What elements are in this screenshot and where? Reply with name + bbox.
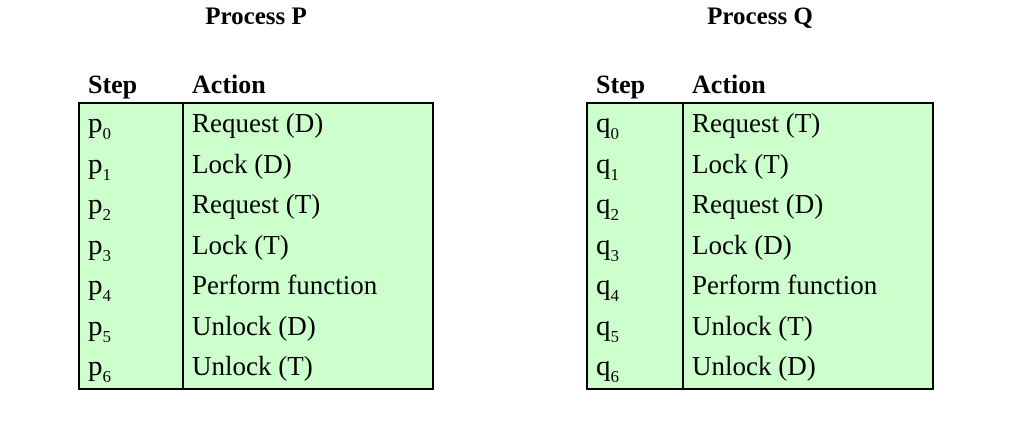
action-cell: Unlock (D) <box>192 310 316 341</box>
step-subscript: 4 <box>610 286 620 305</box>
process-p-row: p5 Unlock (D) <box>80 307 432 348</box>
action-cell: Request (T) <box>692 108 821 138</box>
process-q-column-divider <box>682 104 684 388</box>
step-cell: q0 <box>596 104 619 142</box>
action-cell: Unlock (D) <box>692 351 816 381</box>
step-cell: p3 <box>88 226 111 264</box>
process-p-step-header: Step <box>88 70 138 99</box>
process-q-row: q0 Request (T) <box>588 104 932 145</box>
step-letter: p <box>88 188 103 220</box>
step-subscript: 2 <box>610 205 620 224</box>
step-subscript: 5 <box>610 326 620 346</box>
step-letter: q <box>596 228 611 261</box>
process-p-row: p1 Lock (D) <box>80 145 432 186</box>
step-subscript: 0 <box>610 124 620 143</box>
process-q-row: q3 Lock (D) <box>588 226 932 267</box>
action-cell: Request (D) <box>692 189 824 219</box>
step-subscript: 2 <box>102 205 112 224</box>
step-letter: p <box>88 309 103 342</box>
process-p-column-divider <box>182 104 184 388</box>
process-q-table: q0 Request (T) q1 Lock (T) q2 Request (D… <box>586 102 934 390</box>
step-cell: p4 <box>88 266 111 304</box>
step-subscript: 0 <box>102 124 112 143</box>
step-cell: q5 <box>596 307 619 345</box>
step-letter: p <box>88 147 103 180</box>
action-cell: Lock (T) <box>192 229 289 260</box>
process-q-row: q2 Request (D) <box>588 185 932 226</box>
action-cell: Request (D) <box>192 108 324 138</box>
action-cell: Lock (T) <box>692 148 789 179</box>
step-subscript: 3 <box>610 245 620 265</box>
step-letter: q <box>596 309 611 342</box>
process-q-action-header: Action <box>692 70 766 99</box>
process-p-row: p6 Unlock (T) <box>80 347 432 388</box>
process-q-row: q1 Lock (T) <box>588 145 932 186</box>
action-cell: Unlock (T) <box>692 310 813 341</box>
action-cell: Perform function <box>692 270 878 300</box>
step-letter: p <box>88 269 103 301</box>
process-p-row: p3 Lock (T) <box>80 226 432 267</box>
step-letter: q <box>596 350 611 382</box>
process-p-row: p2 Request (T) <box>80 185 432 226</box>
process-q-row: q6 Unlock (D) <box>588 347 932 388</box>
step-cell: p0 <box>88 104 111 142</box>
step-cell: p5 <box>88 307 111 345</box>
step-letter: q <box>596 188 611 220</box>
step-subscript: 1 <box>610 164 620 184</box>
step-letter: p <box>88 350 103 382</box>
process-p-action-header: Action <box>192 70 266 99</box>
process-q-row: q4 Perform function <box>588 266 932 307</box>
process-q-step-header: Step <box>596 70 646 99</box>
step-cell: q3 <box>596 226 619 264</box>
action-cell: Unlock (T) <box>192 351 313 381</box>
step-letter: q <box>596 147 611 180</box>
step-letter: q <box>596 269 611 301</box>
step-cell: q2 <box>596 185 619 223</box>
step-cell: p6 <box>88 347 111 385</box>
step-cell: p1 <box>88 145 111 183</box>
step-cell: q1 <box>596 145 619 183</box>
action-cell: Request (T) <box>192 189 321 219</box>
process-p-row: p0 Request (D) <box>80 104 432 145</box>
step-letter: p <box>88 228 103 261</box>
step-subscript: 6 <box>610 367 620 386</box>
process-q-row: q5 Unlock (T) <box>588 307 932 348</box>
action-cell: Lock (D) <box>192 148 292 179</box>
process-p-table: p0 Request (D) p1 Lock (D) p2 Request (T… <box>78 102 434 390</box>
step-subscript: 6 <box>102 367 112 386</box>
step-cell: q6 <box>596 347 619 385</box>
step-letter: p <box>88 107 103 139</box>
action-cell: Lock (D) <box>692 229 792 260</box>
process-p-row: p4 Perform function <box>80 266 432 307</box>
step-letter: q <box>596 107 611 139</box>
step-subscript: 1 <box>102 164 112 184</box>
step-subscript: 3 <box>102 245 112 265</box>
step-cell: q4 <box>596 266 619 304</box>
step-cell: p2 <box>88 185 111 223</box>
process-p-title: Process P <box>205 3 307 30</box>
action-cell: Perform function <box>192 270 378 300</box>
step-subscript: 4 <box>102 286 112 305</box>
process-q-title: Process Q <box>707 3 813 30</box>
step-subscript: 5 <box>102 326 112 346</box>
